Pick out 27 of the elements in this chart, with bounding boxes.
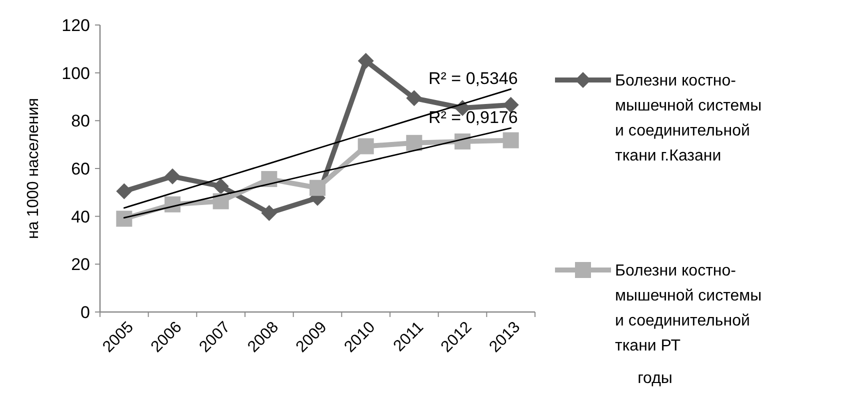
point: [116, 210, 132, 227]
annotation: R² = 0,5346: [428, 69, 518, 88]
y-tick-label: 40: [71, 207, 90, 226]
point: [116, 183, 132, 200]
point: [261, 171, 278, 188]
point: [358, 138, 374, 154]
point: [358, 52, 374, 69]
point: [164, 168, 180, 184]
point: [164, 196, 180, 212]
point: [406, 134, 422, 151]
point: [454, 133, 470, 150]
legend-label: Болезни костно-мышечной системы и соединительной ткани РТ: [615, 262, 762, 355]
text: годы: [638, 370, 672, 387]
y-tick-label: 80: [71, 112, 90, 131]
point: [212, 178, 229, 194]
y-tick-label: 20: [71, 255, 90, 274]
point: [406, 90, 422, 106]
y-tick-label: 120: [62, 16, 90, 35]
point: [212, 193, 229, 210]
point: [310, 180, 326, 196]
point: [261, 204, 278, 221]
y-tick-label: 100: [62, 64, 90, 83]
y-tick-label: 60: [71, 159, 90, 178]
point: [502, 132, 519, 148]
y-axis-title: на 1000 населения: [25, 98, 42, 239]
y-tick-label: 0: [80, 302, 90, 322]
legend-label: Болезни костно-мышечной системы и соединительной ткани г.Казани: [615, 72, 762, 165]
